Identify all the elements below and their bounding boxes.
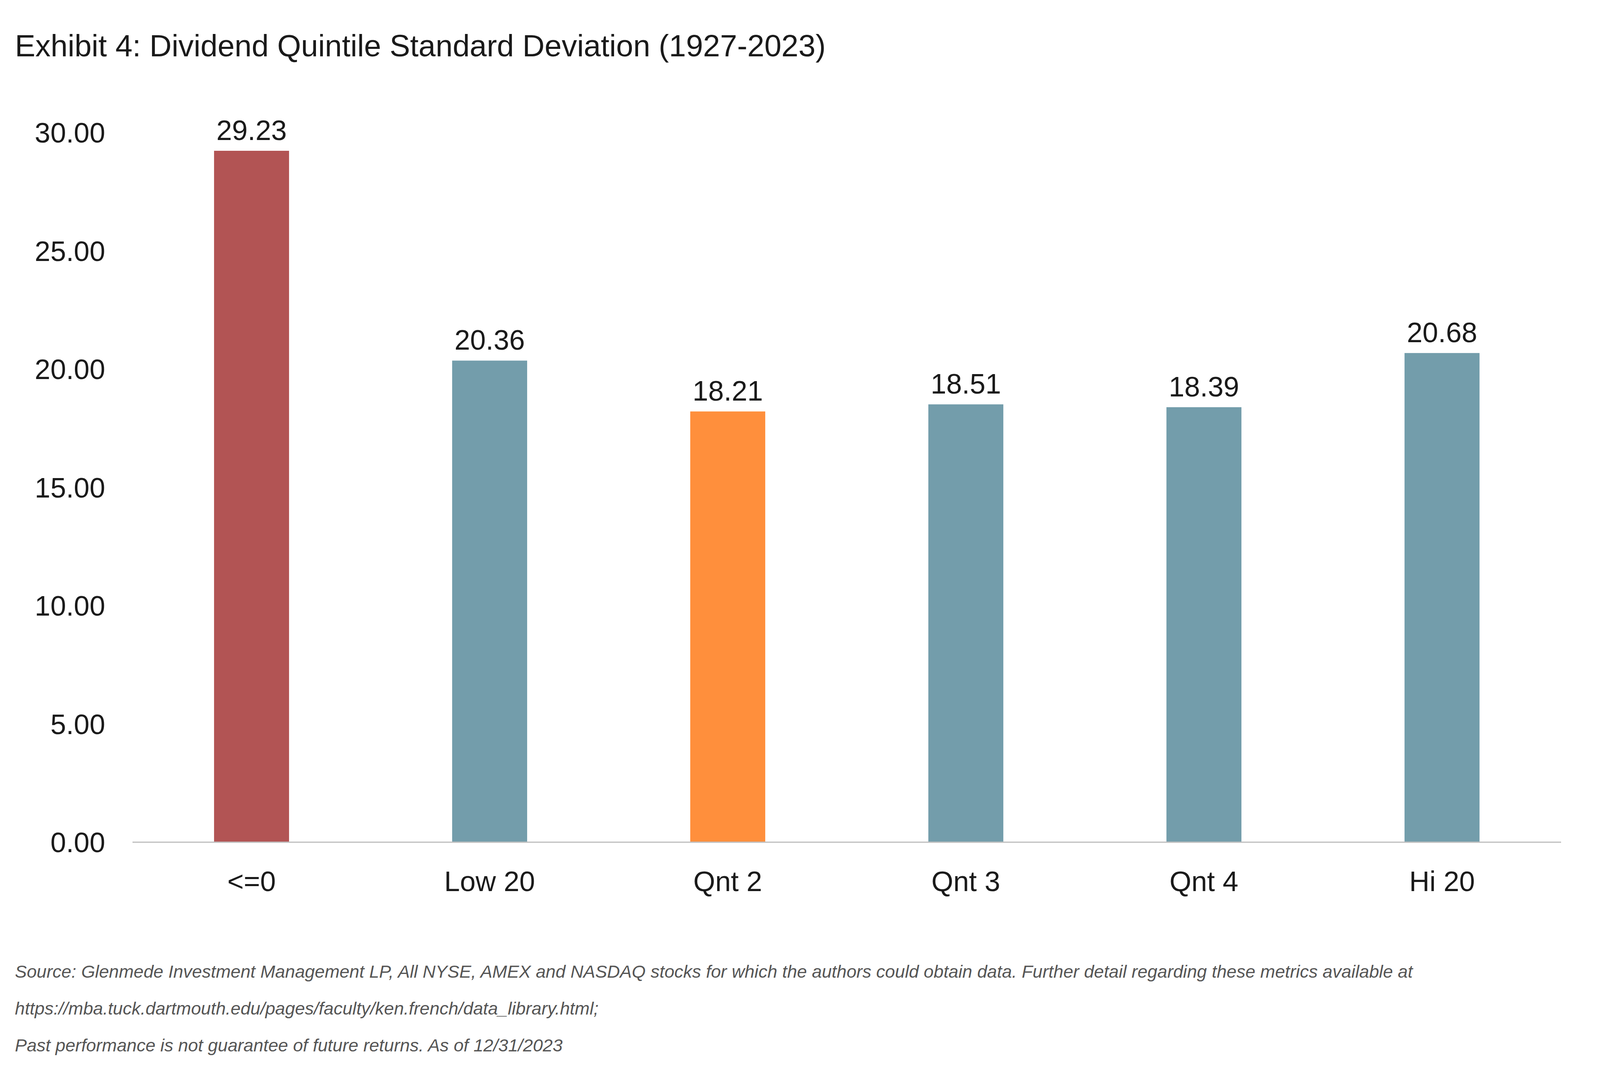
data-label: 18.21 [692, 374, 763, 407]
data-label: 20.68 [1406, 316, 1478, 348]
bar [452, 360, 528, 842]
tick-mark [130, 486, 133, 488]
data-label: 18.51 [930, 367, 1001, 400]
tick-mark [130, 605, 133, 606]
chart: Exhibit 4: Dividend Quintile Standard De… [0, 0, 1600, 1080]
y-tick-label: 30.00 [34, 116, 106, 149]
tick-mark [130, 250, 133, 251]
bar [1404, 352, 1480, 842]
x-axis [132, 841, 1562, 843]
x-tick-label: Qnt 2 [693, 865, 762, 897]
x-tick-label: Qnt 3 [931, 865, 1000, 897]
y-tick-label: 20.00 [34, 353, 106, 385]
bar [1166, 407, 1242, 842]
footnote: Source: Glenmede Investment Management L… [14, 961, 1414, 981]
tick-mark [130, 368, 133, 370]
data-label: 18.39 [1168, 370, 1239, 403]
y-tick-label: 5.00 [50, 708, 106, 740]
footnote: https://mba.tuck.dartmouth.edu/pages/fac… [14, 997, 599, 1018]
bar [214, 150, 290, 842]
x-tick-label: Qnt 4 [1169, 865, 1239, 897]
title: Exhibit 4: Dividend Quintile Standard De… [14, 28, 826, 63]
tick-mark [130, 841, 133, 843]
y-tick-label: 25.00 [34, 235, 106, 267]
y-tick-label: 15.00 [34, 471, 106, 504]
x-tick-label: <=0 [227, 865, 276, 897]
x-tick-label: Low 20 [444, 865, 535, 897]
tick-mark [130, 723, 133, 724]
bar [690, 411, 766, 842]
y-tick-label: 10.00 [34, 589, 106, 622]
x-tick-label: Hi 20 [1409, 865, 1475, 897]
data-label: 29.23 [216, 114, 287, 146]
y-tick-label: 0.00 [50, 826, 106, 858]
bars [214, 150, 1480, 842]
bar [928, 404, 1004, 842]
tick-mark [130, 132, 133, 133]
footnote: Past performance is not guarantee of fut… [14, 1034, 563, 1055]
data-label: 20.36 [454, 323, 525, 356]
